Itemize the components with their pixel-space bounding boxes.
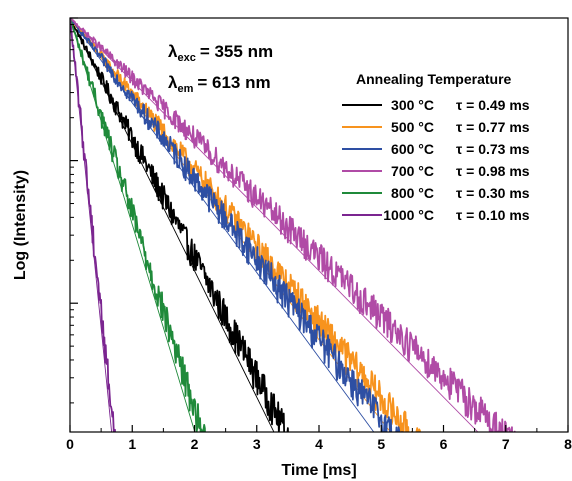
- legend-temp-5: 800 °C: [391, 185, 434, 201]
- data-line-1: [70, 18, 289, 432]
- x-tick-label: 4: [315, 436, 323, 452]
- x-tick-label: 0: [66, 436, 74, 452]
- legend-temp-2: 500 °C: [391, 119, 434, 135]
- wavelength-annotations: λexc = 355 nm λem = 613 nm: [168, 42, 273, 95]
- excitation-annotation: λexc = 355 nm: [168, 42, 273, 64]
- axis-ticks: 0 1 2 3 4 5 6 7 8: [66, 17, 572, 452]
- x-tick-label: 3: [253, 436, 261, 452]
- data-line-5: [70, 18, 206, 432]
- excitation-subscript: exc: [177, 52, 195, 64]
- emission-lambda: λ: [168, 73, 178, 92]
- data-line-3: [70, 18, 403, 432]
- x-tick-label: 5: [377, 436, 385, 452]
- plot-area: [70, 18, 516, 432]
- emission-annotation: λem = 613 nm: [168, 73, 271, 95]
- legend-tau-6: τ = 0.10 ms: [456, 207, 530, 223]
- data-line-6: [70, 18, 116, 432]
- fit-line-5: [70, 18, 196, 432]
- x-tick-label: 6: [440, 436, 448, 452]
- x-tick-label: 1: [128, 436, 136, 452]
- x-axis-label: Time [ms]: [281, 462, 356, 479]
- legend-tau-3: τ = 0.73 ms: [456, 141, 530, 157]
- legend-tau-4: τ = 0.98 ms: [456, 163, 530, 179]
- legend-temp-6: 1000 °C: [383, 207, 434, 223]
- emission-value: = 613 nm: [197, 73, 270, 92]
- legend-temp-3: 600 °C: [391, 141, 434, 157]
- x-tick-label: 7: [502, 436, 510, 452]
- data-line-4: [70, 18, 516, 432]
- legend-tau-1: τ = 0.49 ms: [456, 97, 530, 113]
- x-tick-label: 2: [191, 436, 199, 452]
- legend-tau-2: τ = 0.77 ms: [456, 119, 530, 135]
- legend-title: Annealing Temperature: [356, 71, 512, 87]
- legend-temp-4: 700 °C: [391, 163, 434, 179]
- x-tick-label: 8: [564, 436, 572, 452]
- emission-subscript: em: [177, 83, 193, 95]
- legend: 300 °C τ = 0.49 ms 500 °C τ = 0.77 ms 600 °C…: [342, 97, 530, 223]
- excitation-lambda: λ: [168, 42, 178, 61]
- excitation-value: = 355 nm: [200, 42, 273, 61]
- legend-temp-1: 300 °C: [391, 97, 434, 113]
- legend-tau-5: τ = 0.30 ms: [456, 185, 530, 201]
- y-axis-label: Log (Intensity): [12, 170, 29, 280]
